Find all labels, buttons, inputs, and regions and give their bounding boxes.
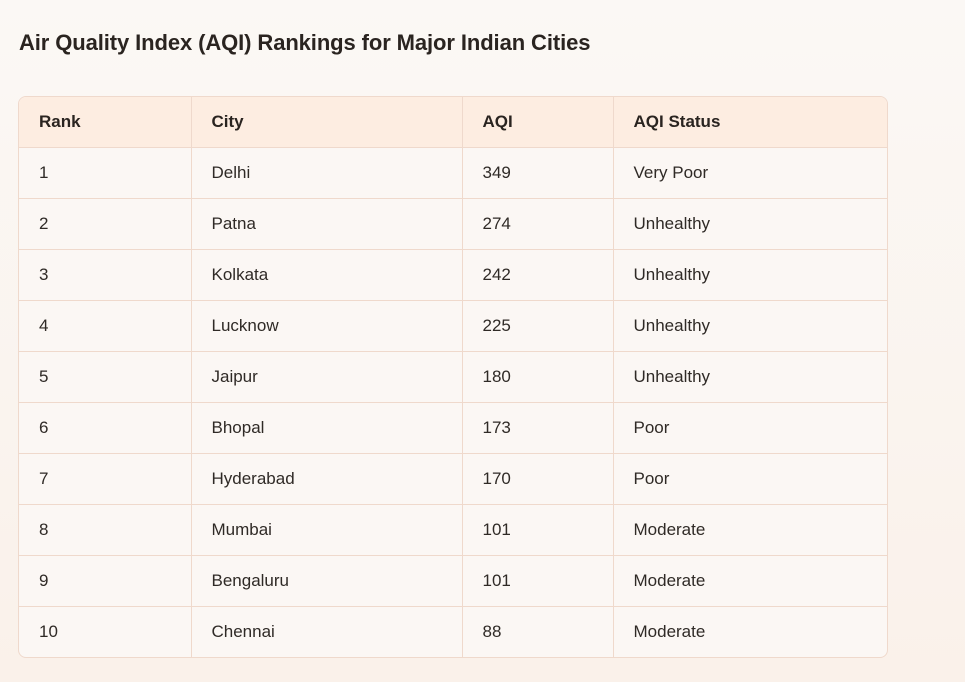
table-row: 4 Lucknow 225 Unhealthy xyxy=(19,300,887,352)
cell-aqi: 88 xyxy=(462,606,614,657)
cell-rank: 7 xyxy=(19,453,192,505)
cell-aqi: 274 xyxy=(462,198,614,250)
cell-city: Kolkata xyxy=(191,249,463,301)
cell-city: Bhopal xyxy=(191,402,463,454)
table-header: Rank City AQI AQI Status xyxy=(19,97,887,148)
cell-aqi-status: Unhealthy xyxy=(613,198,887,250)
cell-aqi-status: Unhealthy xyxy=(613,300,887,352)
table-row: 1 Delhi 349 Very Poor xyxy=(19,147,887,199)
cell-aqi-status: Very Poor xyxy=(613,147,887,199)
cell-city: Patna xyxy=(191,198,463,250)
cell-aqi: 180 xyxy=(462,351,614,403)
column-header-city: City xyxy=(191,97,463,148)
cell-city: Bengaluru xyxy=(191,555,463,607)
table-row: 2 Patna 274 Unhealthy xyxy=(19,198,887,250)
table-body: 1 Delhi 349 Very Poor 2 Patna 274 Unheal… xyxy=(19,147,887,657)
cell-aqi: 170 xyxy=(462,453,614,505)
cell-aqi-status: Unhealthy xyxy=(613,351,887,403)
cell-city: Hyderabad xyxy=(191,453,463,505)
cell-rank: 1 xyxy=(19,147,192,199)
column-header-aqi-status: AQI Status xyxy=(613,97,887,148)
cell-aqi-status: Poor xyxy=(613,453,887,505)
cell-city: Mumbai xyxy=(191,504,463,556)
cell-aqi-status: Moderate xyxy=(613,504,887,556)
cell-aqi: 101 xyxy=(462,504,614,556)
table-row: 3 Kolkata 242 Unhealthy xyxy=(19,249,887,301)
cell-rank: 4 xyxy=(19,300,192,352)
cell-aqi: 225 xyxy=(462,300,614,352)
cell-rank: 6 xyxy=(19,402,192,454)
cell-city: Lucknow xyxy=(191,300,463,352)
table-row: 6 Bhopal 173 Poor xyxy=(19,402,887,454)
table-row: 8 Mumbai 101 Moderate xyxy=(19,504,887,556)
cell-rank: 2 xyxy=(19,198,192,250)
table-row: 10 Chennai 88 Moderate xyxy=(19,606,887,657)
table-header-row: Rank City AQI AQI Status xyxy=(19,97,887,148)
table-row: 7 Hyderabad 170 Poor xyxy=(19,453,887,505)
cell-aqi-status: Moderate xyxy=(633,622,706,641)
cell-aqi-status: Moderate xyxy=(613,555,887,607)
column-header-rank: Rank xyxy=(19,97,192,148)
cell-rank: 9 xyxy=(19,555,192,607)
cell-aqi: 349 xyxy=(462,147,614,199)
cell-aqi-status: Unhealthy xyxy=(613,249,887,301)
table-row: 5 Jaipur 180 Unhealthy xyxy=(19,351,887,403)
page-title: Air Quality Index (AQI) Rankings for Maj… xyxy=(19,30,591,55)
cell-rank: 8 xyxy=(19,504,192,556)
table-row: 9 Bengaluru 101 Moderate xyxy=(19,555,887,607)
cell-aqi-status: Poor xyxy=(613,402,887,454)
column-header-aqi: AQI xyxy=(462,97,614,148)
cell-rank: 10 xyxy=(19,606,192,657)
cell-aqi: 101 xyxy=(462,555,614,607)
cell-city: Chennai xyxy=(191,606,463,657)
cell-rank: 3 xyxy=(19,249,192,301)
cell-rank: 5 xyxy=(19,351,192,403)
cell-aqi: 173 xyxy=(462,402,614,454)
cell-city: Jaipur xyxy=(191,351,463,403)
aqi-table-container: Rank City AQI AQI Status 1 Delhi 349 Ver… xyxy=(18,96,888,658)
aqi-rankings-table: Rank City AQI AQI Status 1 Delhi 349 Ver… xyxy=(19,97,887,657)
cell-city: Delhi xyxy=(191,147,463,199)
cell-aqi: 242 xyxy=(462,249,614,301)
